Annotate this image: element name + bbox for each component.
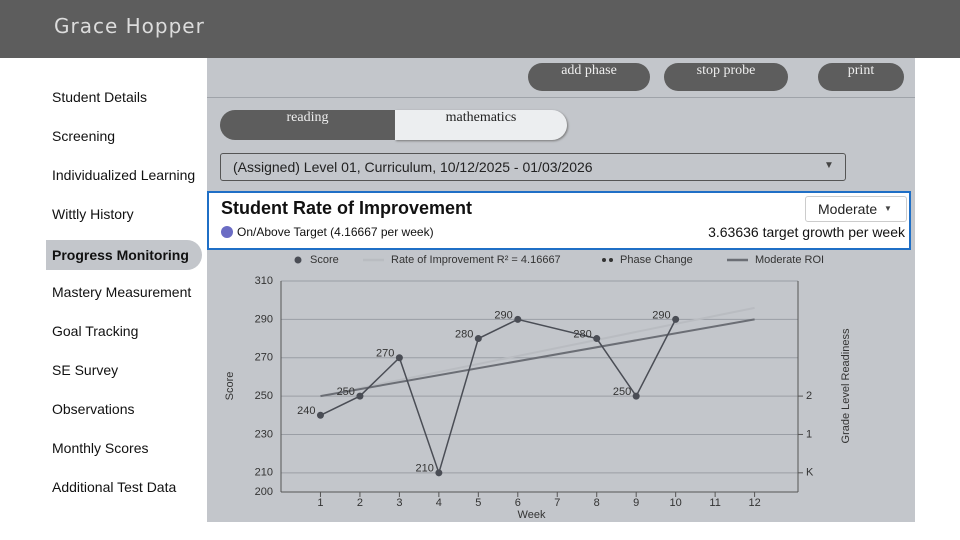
roi-select[interactable]: Moderate (805, 196, 907, 222)
trend-line (320, 318, 755, 398)
x-tick-label: 9 (633, 497, 639, 509)
sidebar-item[interactable]: Observations (52, 401, 135, 417)
sidebar-item[interactable]: Wittly History (52, 206, 134, 222)
divider (207, 97, 915, 98)
sidebar-item[interactable]: Additional Test Data (52, 479, 177, 495)
legend-label: Moderate ROI (755, 254, 824, 266)
x-tick-label: 4 (436, 497, 442, 509)
trend-line (320, 306, 755, 398)
top-bar (0, 0, 960, 58)
legend-label: Rate of Improvement R² = 4.16667 (391, 254, 561, 266)
data-label: 250 (613, 386, 631, 398)
x-tick-label: 2 (357, 497, 363, 509)
y2-axis-label: Grade Level Readiness (840, 328, 852, 443)
mathematics-tab[interactable]: mathematics (395, 110, 567, 140)
legend-marker (602, 258, 606, 262)
data-label: 240 (297, 405, 315, 417)
y-tick-label: 200 (255, 486, 273, 498)
data-label: 210 (416, 463, 434, 475)
sidebar-item[interactable]: Monthly Scores (52, 440, 149, 456)
y-axis-label: Score (224, 372, 236, 401)
score-point (632, 392, 640, 400)
data-label: 290 (494, 309, 512, 321)
roi-status: On/Above Target (4.16667 per week) (237, 225, 434, 239)
print-button[interactable]: print (818, 63, 904, 91)
x-tick-label: 1 (317, 497, 323, 509)
select-caret: ▼ (884, 204, 892, 213)
roi-title: Student Rate of Improvement (221, 198, 473, 218)
y2-tick-label: 2 (806, 390, 812, 402)
data-label: 280 (455, 328, 473, 340)
data-label: 250 (337, 386, 355, 398)
score-point (395, 354, 403, 362)
score-point (316, 411, 324, 419)
sidebar-item[interactable]: Individualized Learning (52, 167, 196, 183)
legend-label: Score (310, 254, 339, 266)
sidebar-item[interactable]: Progress Monitoring (46, 240, 202, 270)
add-phase-button[interactable]: add phase (528, 63, 650, 91)
x-tick-label: 11 (709, 497, 720, 509)
score-point (672, 315, 680, 323)
legend-marker (294, 256, 302, 264)
score-point (435, 469, 443, 477)
score-point (474, 335, 482, 343)
app-title: Grace Hopper (54, 14, 205, 38)
sidebar-item[interactable]: Mastery Measurement (52, 284, 192, 300)
status-dot (221, 226, 233, 238)
y-tick-label: 250 (255, 390, 273, 402)
sidebar-item[interactable]: Student Details (52, 89, 147, 105)
data-label: 280 (573, 328, 591, 340)
sidebar-item[interactable]: Goal Tracking (52, 323, 139, 339)
y-tick-label: 270 (255, 352, 273, 364)
x-tick-label: 8 (594, 497, 600, 509)
sidebar-item[interactable]: SE Survey (52, 362, 119, 378)
x-tick-label: 7 (554, 497, 560, 509)
y-tick-label: 210 (255, 467, 273, 479)
y-tick-label: 230 (255, 428, 273, 440)
score-point (356, 392, 364, 400)
select-caret: ▼ (824, 160, 834, 171)
x-axis-label: Week (518, 509, 546, 521)
roi-panel (207, 191, 911, 250)
x-tick-label: 3 (396, 497, 402, 509)
reading-tab[interactable]: reading (220, 110, 395, 140)
y-tick-label: 290 (255, 313, 273, 325)
legend-label: Phase Change (620, 254, 693, 266)
data-label: 270 (376, 348, 394, 360)
roi-target: 3.63636 target growth per week (708, 224, 905, 240)
sidebar-item[interactable]: Screening (52, 128, 116, 144)
y-tick-label: 310 (255, 275, 273, 287)
x-tick-label: 10 (670, 497, 682, 509)
x-tick-label: 5 (475, 497, 481, 509)
x-tick-label: 12 (748, 497, 760, 509)
score-point (514, 315, 522, 323)
legend-marker (609, 258, 613, 262)
y2-tick-label: K (806, 467, 814, 479)
stop-probe-button[interactable]: stop probe (664, 63, 788, 91)
curriculum-select[interactable]: (Assigned) Level 01, Curriculum, 10/12/2… (220, 153, 846, 181)
data-label: 290 (652, 309, 670, 321)
x-tick-label: 6 (515, 497, 521, 509)
y2-tick-label: 1 (806, 428, 812, 440)
score-point (593, 335, 601, 343)
